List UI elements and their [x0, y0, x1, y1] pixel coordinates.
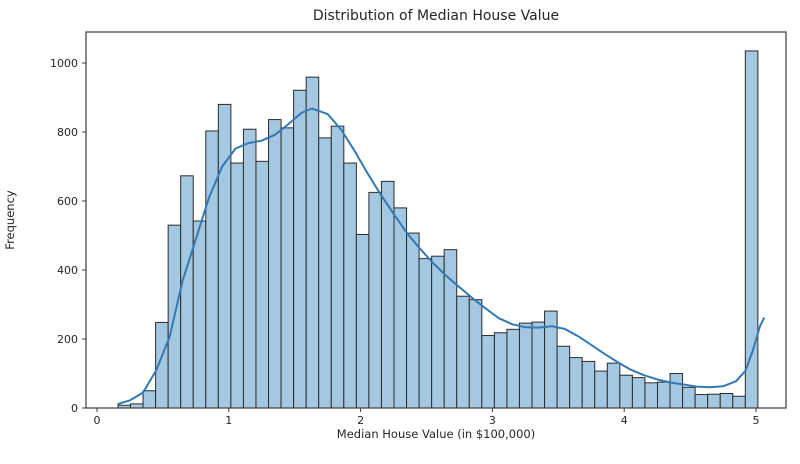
histogram-bar [581, 360, 596, 409]
histogram-bar [656, 381, 671, 409]
histogram-bar [493, 332, 508, 409]
histogram-bar [631, 377, 646, 409]
axes-spines [85, 31, 787, 409]
histogram-bar [130, 403, 144, 409]
y-tick-label: 800 [57, 126, 78, 139]
histogram-bar [644, 382, 659, 409]
y-axis-label: Frequency [3, 190, 17, 250]
histogram-bar [393, 207, 408, 409]
histogram-bar [192, 220, 207, 409]
histogram-bar [506, 328, 520, 409]
histogram-bar [732, 395, 746, 409]
histogram-bar [230, 162, 244, 409]
histogram-bar [343, 162, 357, 409]
histogram-bar [719, 393, 734, 409]
histogram-bar [330, 125, 345, 409]
histogram-bar [456, 295, 470, 409]
histogram-bar [443, 249, 458, 409]
histogram-bar [431, 255, 445, 409]
histogram-bar [682, 386, 696, 409]
histogram-bar [217, 103, 232, 409]
histogram-bar [531, 321, 546, 409]
histogram-bar [268, 119, 282, 409]
histogram-bar [518, 322, 533, 409]
histogram-bar [242, 128, 257, 409]
x-tick-label: 5 [753, 414, 760, 427]
histogram-bar [468, 299, 483, 409]
histogram-bar [569, 357, 583, 409]
kde-curve [117, 107, 765, 405]
histogram-bar [707, 393, 721, 409]
chart-title: Distribution of Median House Value [313, 8, 559, 24]
histogram-bar [556, 345, 571, 409]
x-tick-label: 0 [94, 414, 101, 427]
x-tick-label: 4 [621, 414, 628, 427]
x-axis-ticks: 0 1 2 3 4 5 [94, 408, 760, 427]
histogram-bar [694, 394, 709, 409]
x-tick-label: 1 [225, 414, 232, 427]
histogram-bar [180, 175, 194, 409]
x-axis-label: Median House Value (in $100,000) [337, 427, 535, 441]
histogram-bar [606, 362, 621, 409]
y-tick-label: 1000 [50, 57, 78, 70]
histogram-bar [619, 374, 633, 409]
histogram-bar [418, 258, 433, 409]
histogram-bar [355, 233, 370, 409]
y-tick-label: 0 [71, 402, 78, 415]
histogram-bar [293, 89, 307, 409]
histogram-bar [305, 76, 320, 409]
histogram-bar [255, 160, 270, 409]
y-tick-label: 400 [57, 264, 78, 277]
histogram-bar [594, 370, 608, 409]
histogram-bar [142, 390, 157, 409]
histogram-bar [406, 232, 420, 409]
histogram-bar [205, 130, 219, 409]
x-tick-label: 2 [357, 414, 364, 427]
y-tick-label: 600 [57, 195, 78, 208]
y-tick-label: 200 [57, 333, 78, 346]
y-axis-ticks: 0 200 400 600 800 1000 [50, 57, 86, 415]
histogram-bar [669, 373, 684, 409]
x-tick-label: 3 [489, 414, 496, 427]
histogram-bar [318, 137, 332, 409]
histogram-bar [368, 191, 382, 409]
histogram-bar [380, 180, 395, 409]
histogram-bar [481, 335, 495, 409]
histogram-bar [280, 127, 295, 409]
